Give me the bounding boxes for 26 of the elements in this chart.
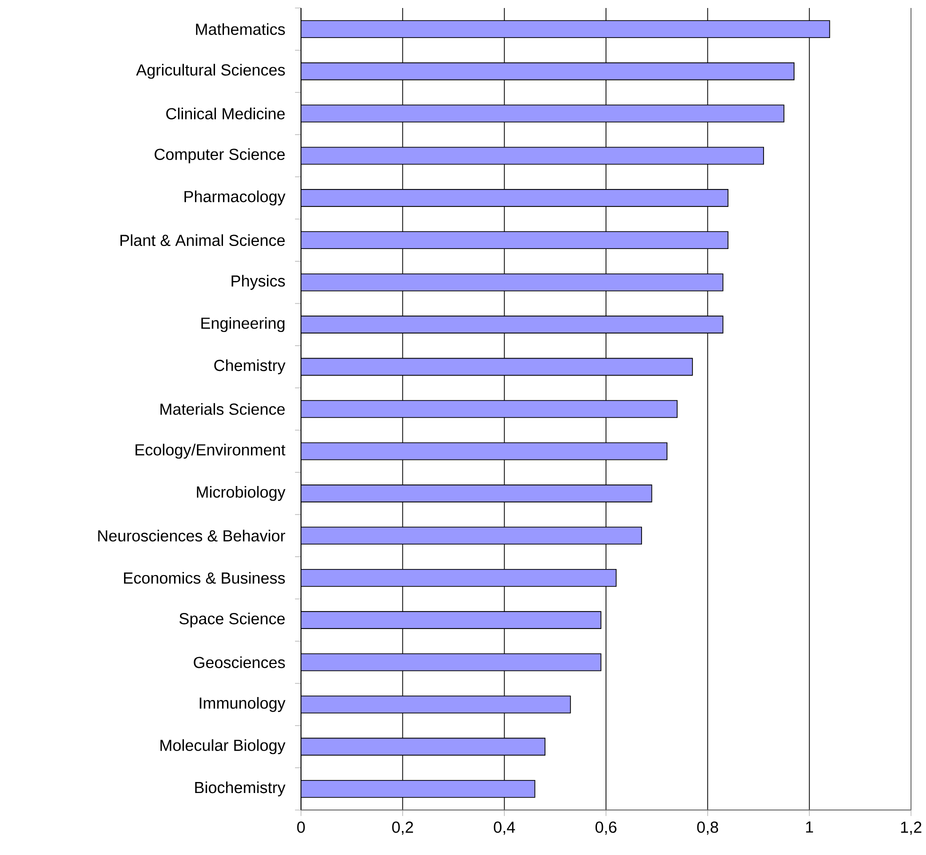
y-tick-label: Ecology/Environment bbox=[136, 444, 286, 459]
y-tick-label: Plant & Animal Science bbox=[120, 234, 285, 246]
y-tick-label: Materials Science bbox=[160, 403, 285, 415]
y-tick-label: Geosciences bbox=[194, 656, 285, 668]
x-tick-label: 1,2 bbox=[901, 822, 922, 835]
y-tick-label: Pharmacology bbox=[184, 190, 286, 206]
y-tick-label: Molecular Biology bbox=[160, 739, 286, 754]
x-tick-label: 0 bbox=[297, 822, 305, 833]
y-tick-label: Agricultural Sciences bbox=[136, 64, 285, 79]
y-tick-label: Physics bbox=[232, 274, 285, 290]
y-tick-label: Clinical Medicine bbox=[166, 108, 285, 120]
y-tick-label: Mathematics bbox=[196, 23, 285, 35]
y-tick-label: Microbiology bbox=[196, 486, 286, 501]
x-tick-label: 0,2 bbox=[392, 822, 413, 835]
x-tick-label: 0,6 bbox=[596, 822, 616, 835]
x-tick-label: 0,8 bbox=[697, 822, 718, 835]
y-tick-label: Computer Science bbox=[154, 148, 285, 164]
y-tick-label: Immunology bbox=[200, 697, 286, 712]
x-tick-label: 1 bbox=[806, 822, 814, 833]
y-tick-label: Neurosciences & Behavior bbox=[98, 530, 286, 542]
y-tick-label: Engineering bbox=[201, 317, 284, 332]
y-tick-label: Space Science bbox=[179, 612, 285, 628]
y-tick-label: Economics & Business bbox=[124, 572, 285, 584]
y-tick-label: Chemistry bbox=[214, 359, 286, 374]
x-tick-label: 0,4 bbox=[494, 822, 515, 835]
y-tick-label: Biochemistry bbox=[195, 781, 286, 796]
